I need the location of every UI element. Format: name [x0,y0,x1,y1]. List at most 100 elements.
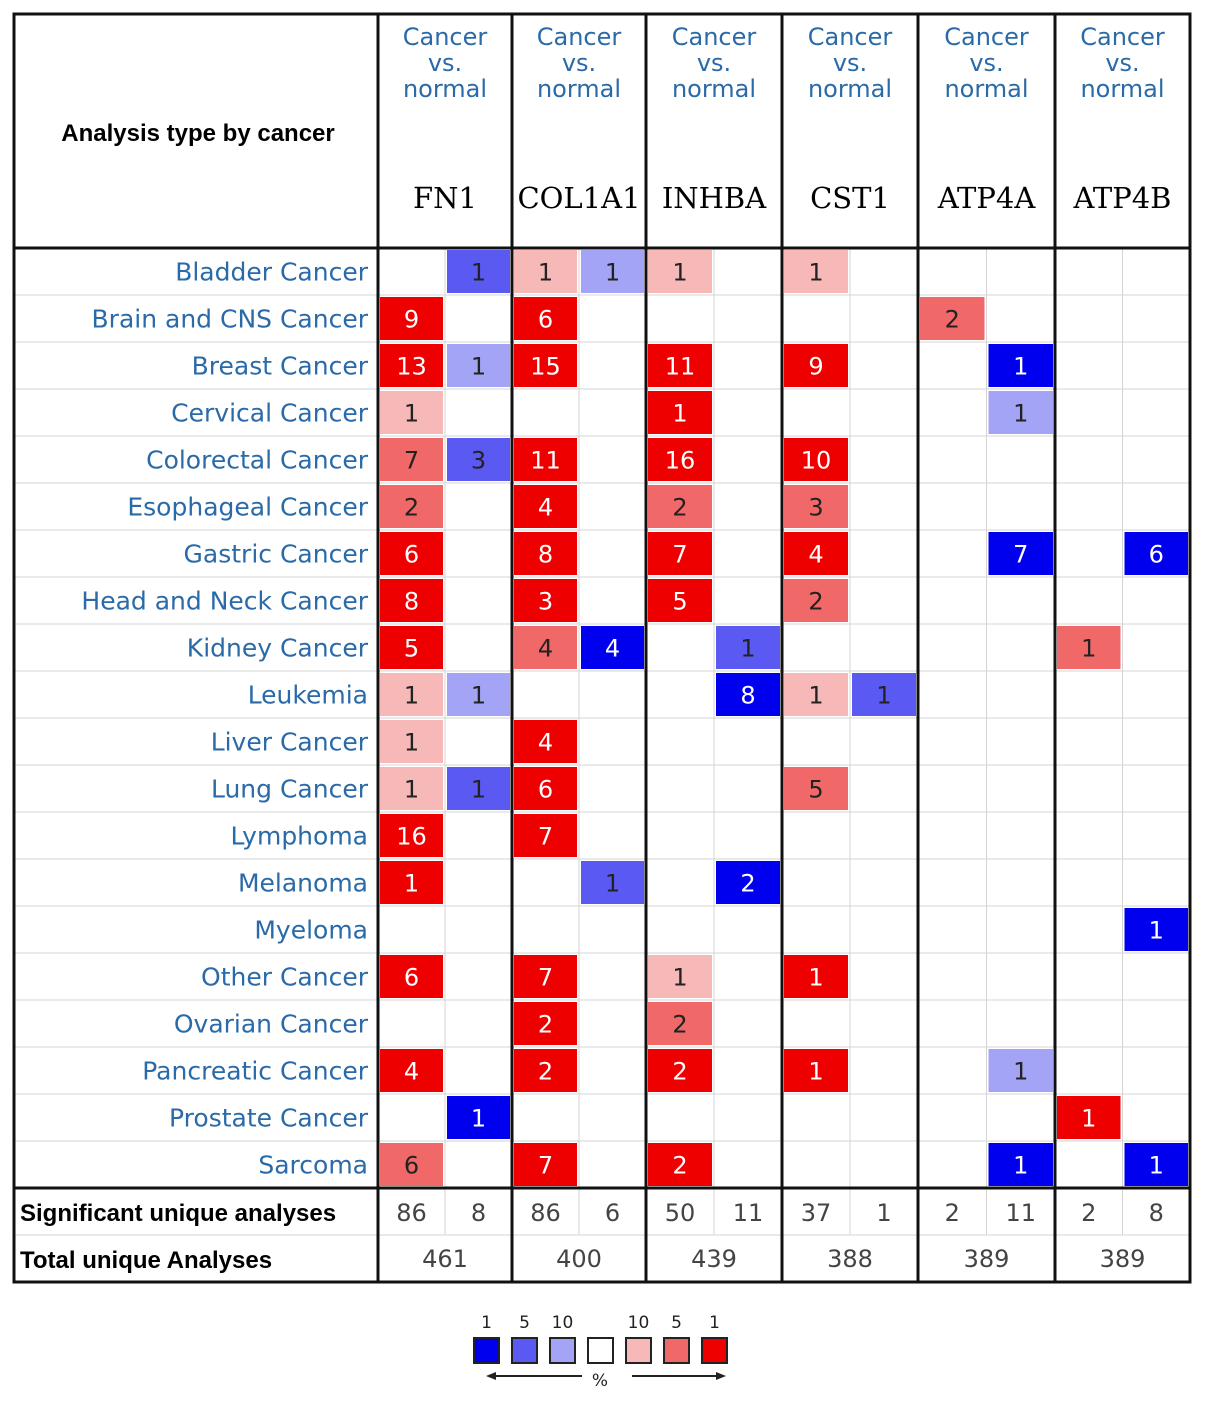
cancer-type-link[interactable]: Melanoma [238,869,368,898]
cell-value: 7 [538,1152,553,1180]
analysis-type-label[interactable]: normal [403,75,487,103]
analysis-type-label[interactable]: normal [672,75,756,103]
cell-value: 1 [1149,917,1164,945]
cancer-type-link[interactable]: Cervical Cancer [171,399,369,428]
cancer-type-link[interactable]: Brain and CNS Cancer [92,305,369,334]
cell-value: 1 [404,729,419,757]
heatmap-cell [447,438,510,481]
grid-layer [12,12,1192,1284]
cell-value: 1 [1081,635,1096,663]
cancer-type-link[interactable]: Esophageal Cancer [127,493,368,522]
heatmap-cell [514,626,577,669]
cancer-type-link[interactable]: Myeloma [254,916,368,945]
analysis-type-label[interactable]: vs. [428,49,462,77]
heatmap-cell [380,673,443,716]
gene-name: COL1A1 [517,181,640,215]
analysis-type-label[interactable]: normal [808,75,892,103]
analysis-type-label[interactable]: vs. [562,49,596,77]
cancer-type-link[interactable]: Lymphoma [231,822,368,851]
heatmap-cell [514,297,577,340]
significant-count: 86 [396,1199,427,1227]
analysis-type-label[interactable]: Cancer [944,23,1029,51]
text-layer: Analysis type by cancer 1 1 1 1 19 6 213 1 15 11 9… [20,23,1171,1274]
analysis-type-label[interactable]: vs. [1105,49,1139,77]
heatmap-cell [784,250,848,293]
heatmap-cell [784,767,848,810]
cancer-type-link[interactable]: Lung Cancer [211,775,369,804]
analysis-type-label[interactable]: Cancer [808,23,893,51]
analysis-type-label[interactable]: vs. [833,49,867,77]
analysis-type-label[interactable]: normal [1080,75,1164,103]
heatmap-cell [581,626,644,669]
heatmap-cell [447,673,510,716]
heatmap-cell [514,767,577,810]
cancer-type-link[interactable]: Prostate Cancer [169,1104,369,1133]
cell-value: 11 [530,447,561,475]
cell-value: 4 [538,494,553,522]
cell-value: 1 [471,1105,486,1133]
significant-label: Significant unique analyses [20,1200,336,1227]
significant-count: 50 [665,1199,696,1227]
cell-value: 1 [404,400,419,428]
cancer-type-link[interactable]: Liver Cancer [211,728,369,757]
cell-value: 2 [672,1011,687,1039]
heatmap-cell [380,344,443,387]
heatmap-cell [380,579,443,622]
cancer-type-link[interactable]: Breast Cancer [192,352,369,381]
cell-value: 1 [672,259,687,287]
cell-value: 7 [1013,541,1028,569]
heatmap-cell [852,673,916,716]
cell-value: 2 [672,1152,687,1180]
cancer-type-link[interactable]: Head and Neck Cancer [81,587,368,616]
cell-value: 1 [1013,1058,1028,1086]
cell-value: 1 [808,259,823,287]
table-border [12,12,1192,1284]
heatmap-cell [648,579,712,622]
analysis-type-label[interactable]: Cancer [672,23,757,51]
heatmap-cell [648,438,712,481]
heatmap-cell [784,1049,848,1092]
analysis-type-label[interactable]: normal [944,75,1028,103]
analysis-type-label[interactable]: normal [537,75,621,103]
cell-value: 3 [808,494,823,522]
cancer-type-link[interactable]: Leukemia [248,681,368,710]
cancer-type-link[interactable]: Pancreatic Cancer [142,1057,368,1086]
legend-swatch [663,1337,690,1364]
cell-value: 1 [1013,353,1028,381]
analysis-type-label[interactable]: Cancer [403,23,488,51]
significant-count: 37 [801,1199,832,1227]
heatmap-cell [447,344,510,387]
cell-value: 6 [1149,541,1164,569]
analysis-type-label[interactable]: Cancer [1080,23,1165,51]
heatmap-cell [514,1002,577,1045]
heatmap-cell [514,814,577,857]
heatmap-cell [784,673,848,716]
cell-value: 1 [471,259,486,287]
cancer-type-link[interactable]: Ovarian Cancer [174,1010,369,1039]
cancer-type-link[interactable]: Colorectal Cancer [146,446,369,475]
cancer-type-link[interactable]: Gastric Cancer [184,540,369,569]
cell-value: 6 [538,776,553,804]
analysis-type-label[interactable]: vs. [697,49,731,77]
total-count: 439 [691,1245,737,1273]
cell-value: 5 [808,776,823,804]
analysis-type-label[interactable]: Cancer [537,23,622,51]
cell-value: 1 [876,682,891,710]
cancer-type-link[interactable]: Other Cancer [201,963,369,992]
cell-value: 4 [404,1058,419,1086]
cell-value: 1 [808,682,823,710]
legend-percent-label: 5 [671,1313,682,1333]
cancer-type-link[interactable]: Sarcoma [258,1151,368,1180]
gene-name: ATP4B [1073,181,1172,215]
heatmap-cell [447,767,510,810]
analysis-type-label[interactable]: vs. [969,49,1003,77]
cancer-type-link[interactable]: Kidney Cancer [187,634,369,663]
cell-value: 1 [605,259,620,287]
cancer-type-link[interactable]: Bladder Cancer [175,258,369,287]
gene-name: ATP4A [937,181,1037,215]
heatmap-cell [380,438,443,481]
cell-value: 1 [808,964,823,992]
cell-value: 1 [471,776,486,804]
heatmap-cell [380,532,443,575]
